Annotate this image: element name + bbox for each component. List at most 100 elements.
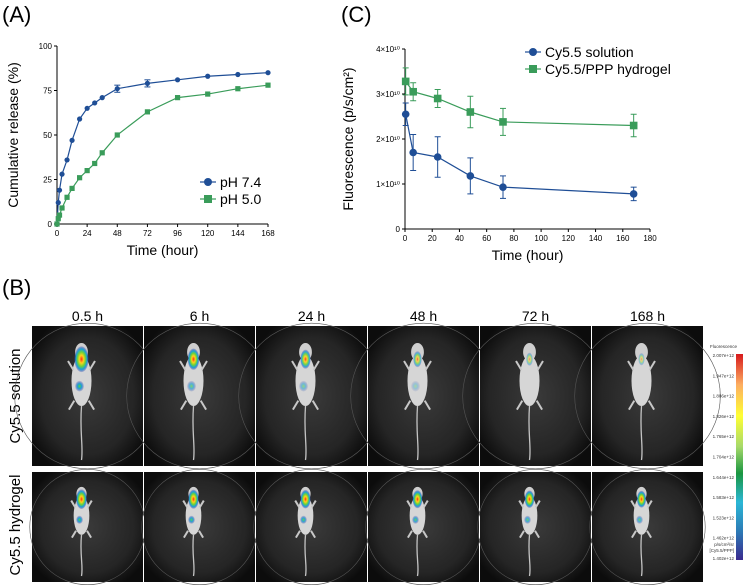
fluorescence-signal (299, 380, 308, 392)
data-point (144, 109, 151, 115)
mouse-leg (180, 400, 188, 411)
imaging-tile (253, 468, 370, 586)
legend-marker (529, 48, 537, 56)
y-tick-label: 0 (396, 225, 401, 234)
data-point (499, 183, 507, 191)
colorbar-unit: [Cy5.5/PPP] (709, 548, 734, 553)
mouse-leg (631, 530, 637, 539)
mouse-tail (640, 405, 643, 461)
mouse-head (635, 343, 648, 361)
mouse-leg (422, 500, 429, 508)
data-point (64, 157, 70, 163)
colorbar-label: 1.826e+12 (713, 414, 735, 419)
fluorescence-signal (524, 515, 531, 524)
fluorescence-signal (638, 353, 645, 366)
legend-marker (204, 178, 212, 186)
x-tick-label: 20 (428, 234, 437, 243)
colorbar-label: 1.402e+12 (713, 556, 735, 561)
chart-a-release: 0 24 48 72 96 120 144 168 0 25 50 75 100 Time (hour) C… (5, 42, 275, 258)
legend-label: Cy5.5 solution (545, 44, 634, 60)
mouse-leg (647, 400, 655, 411)
data-point (466, 108, 475, 116)
chart-c-fluorescence: 0 20 40 60 80 100 120 140 160 180 0 1×10¹⁰ 2×10¹⁰ 3×1… (340, 44, 671, 263)
mouse-leg (310, 500, 317, 508)
fluorescence-signal (411, 380, 420, 392)
x-tick-label: 168 (261, 229, 275, 238)
mouse-leg (311, 400, 319, 411)
colorbar-label: 1.765e+12 (713, 434, 735, 439)
mouse-leg (294, 500, 301, 508)
y-tick-label: 75 (43, 87, 52, 96)
mouse-leg (182, 500, 189, 508)
colorbar-label: 1.947e+12 (713, 373, 735, 378)
data-point (64, 194, 70, 200)
imaging-tile (238, 322, 385, 470)
data-point (629, 121, 638, 130)
y-tick-label: 2×10¹⁰ (376, 135, 400, 144)
x-tick-label: 0 (403, 234, 408, 243)
mouse-leg (515, 360, 523, 371)
imaging-tile (365, 468, 482, 586)
mouse-leg (407, 530, 413, 539)
mouse-leg (627, 360, 635, 371)
mouse-body (183, 355, 204, 406)
x-axis-title: Time (hour) (492, 247, 564, 263)
x-tick-label: 96 (173, 229, 182, 238)
mouse-leg (198, 500, 205, 508)
fluorescence-signal (636, 515, 643, 524)
mouse-leg (295, 530, 301, 539)
x-tick-label: 120 (201, 229, 215, 238)
imaging-tile (574, 322, 721, 470)
data-point (433, 153, 442, 161)
data-point (99, 150, 105, 156)
mouse-leg (200, 360, 208, 371)
mouse-leg (404, 400, 412, 411)
y-tick-label: 1×10¹⁰ (376, 180, 400, 189)
imaging-tile (589, 468, 706, 586)
data-point (77, 116, 83, 122)
mouse-tail (640, 534, 643, 577)
mouse-tail (416, 405, 419, 461)
colorbar-title: Fluorescence (710, 344, 738, 349)
fluorescence-signal (188, 489, 199, 509)
mouse-body (295, 355, 316, 406)
stage-ring (574, 322, 721, 470)
fluorescence-signal (76, 515, 83, 524)
y-tick-label: 100 (39, 42, 53, 51)
data-point (77, 175, 83, 181)
fluorescence-signal (300, 349, 311, 369)
data-point (174, 77, 181, 83)
fluorescence-signal (636, 490, 647, 508)
colorbar-label: 1.704e+12 (713, 455, 735, 460)
mouse-leg (424, 360, 432, 371)
imaging-tile (141, 468, 258, 586)
data-point (84, 168, 90, 174)
mouse-tail (416, 534, 419, 577)
mouse-leg (67, 360, 75, 371)
x-tick-label: 144 (231, 229, 245, 238)
data-point (401, 77, 410, 86)
x-tick-label: 40 (455, 234, 464, 243)
data-point (144, 80, 151, 86)
time-point-label: 0.5 h (72, 308, 103, 324)
mouse-body (297, 496, 314, 535)
x-tick-label: 48 (113, 229, 122, 238)
x-tick-label: 120 (562, 234, 576, 243)
x-tick-label: 60 (482, 234, 491, 243)
imaging-tile (126, 322, 273, 470)
mouse-tail (80, 534, 83, 577)
time-point-label: 48 h (410, 308, 437, 324)
fluorescence-signal (300, 515, 307, 524)
colorbar-label: 1.523e+12 (713, 515, 735, 520)
data-point (59, 171, 65, 177)
y-axis-title: Cumulative release (%) (5, 62, 21, 208)
mouse-body (185, 496, 202, 535)
imaging-panel-b: 0.5 h 6 h 24 h 48 h 72 h 168 h Cy5.5 solution C… (7, 308, 743, 586)
colorbar-gradient (736, 354, 743, 560)
mouse-tail (192, 405, 195, 461)
data-point (265, 70, 271, 76)
x-tick-label: 0 (55, 229, 60, 238)
mouse-leg (536, 360, 544, 371)
x-tick-label: 24 (83, 229, 92, 238)
